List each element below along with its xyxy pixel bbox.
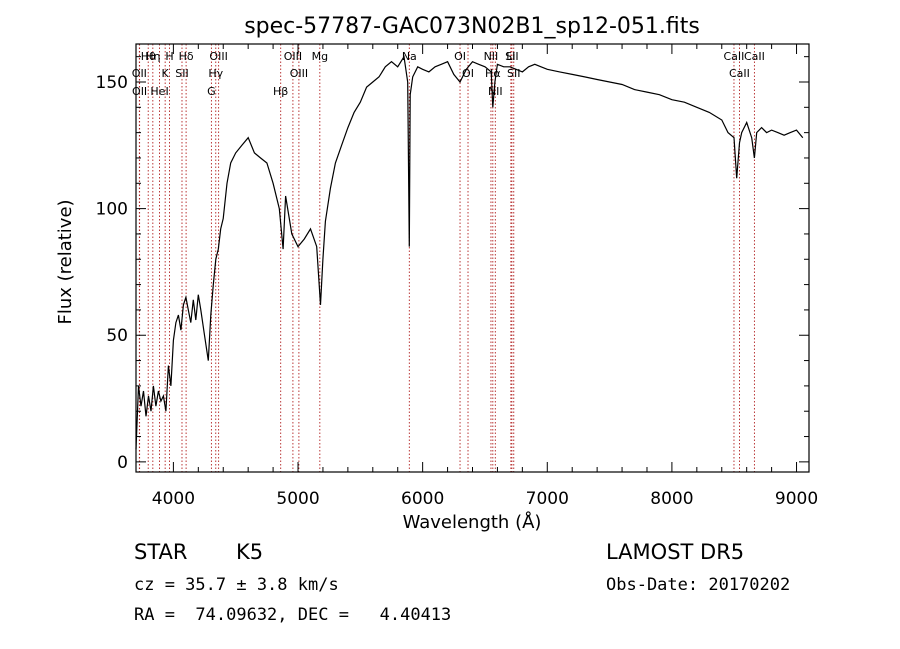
spectral-line-label: OIII xyxy=(284,50,302,63)
x-tick-label: 7000 xyxy=(526,489,569,509)
ra-dec: RA = 74.09632, DEC = 4.40413 xyxy=(134,605,451,625)
y-tick-label: 100 xyxy=(96,200,128,220)
spectral-line-label: OII xyxy=(132,85,147,98)
spectral-line-label: CaII xyxy=(724,50,745,63)
spectral-line-label: Hη xyxy=(145,50,160,63)
spectral-line-label: HeI xyxy=(150,85,168,98)
spectral-line-markers xyxy=(138,44,755,472)
spectral-line-label: CaII xyxy=(729,67,750,80)
spectral-line-label: Hδ xyxy=(179,50,194,63)
spectral-line-label: Hθ xyxy=(141,50,156,63)
spectral-line-label: Li xyxy=(506,50,515,63)
spectral-line-label: Hβ xyxy=(273,85,288,98)
spectral-line-label: OIII xyxy=(290,67,308,80)
x-tick-label: 6000 xyxy=(401,489,444,509)
plot-frame xyxy=(135,43,810,473)
spectral-line-label: NII xyxy=(484,50,499,63)
spectral-line-label: OII xyxy=(132,67,147,80)
y-tick-label: 50 xyxy=(106,326,128,346)
spectral-line-label: K xyxy=(162,67,170,80)
spectral-line-label: SII xyxy=(505,50,518,63)
spectral-line-label: Mg xyxy=(312,50,328,63)
y-axis-label: Flux (relative) xyxy=(55,199,76,324)
object-class: STAR xyxy=(134,540,187,564)
spectral-line-label: NII xyxy=(488,85,503,98)
x-tick-label: 8000 xyxy=(650,489,693,509)
spectral-line-label: H xyxy=(165,50,173,63)
spectral-line-label: OIII xyxy=(209,50,227,63)
x-axis-ticks: 4000 5000 6000 7000 8000 9000 xyxy=(152,44,818,509)
x-tick-label: 5000 xyxy=(276,489,319,509)
y-axis-ticks: 0 50 100 150 xyxy=(96,56,809,473)
redshift-cz: cz = 35.7 ± 3.8 km/s xyxy=(134,575,339,595)
x-tick-label: 4000 xyxy=(152,489,195,509)
spectrum-line xyxy=(135,54,804,450)
obs-date: Obs-Date: 20170202 xyxy=(606,575,790,595)
spectral-line-label: Na xyxy=(402,50,417,63)
x-axis-label: Wavelength (Å) xyxy=(403,511,542,533)
spectral-line-label: Hγ xyxy=(208,67,223,80)
spectral-line-label: OI xyxy=(462,67,474,80)
y-tick-label: 0 xyxy=(117,453,128,473)
survey-name: LAMOST DR5 xyxy=(606,540,744,564)
y-tick-label: 150 xyxy=(96,73,128,93)
x-tick-label: 9000 xyxy=(775,489,818,509)
object-subclass: K5 xyxy=(236,540,263,564)
spectral-line-label: SII xyxy=(175,67,188,80)
chart-title: spec-57787-GAC073N02B1_sp12-051.fits xyxy=(244,14,700,39)
spectral-line-label: G xyxy=(207,85,216,98)
spectral-line-label: CaII xyxy=(744,50,765,63)
spectral-line-label: OI xyxy=(454,50,466,63)
